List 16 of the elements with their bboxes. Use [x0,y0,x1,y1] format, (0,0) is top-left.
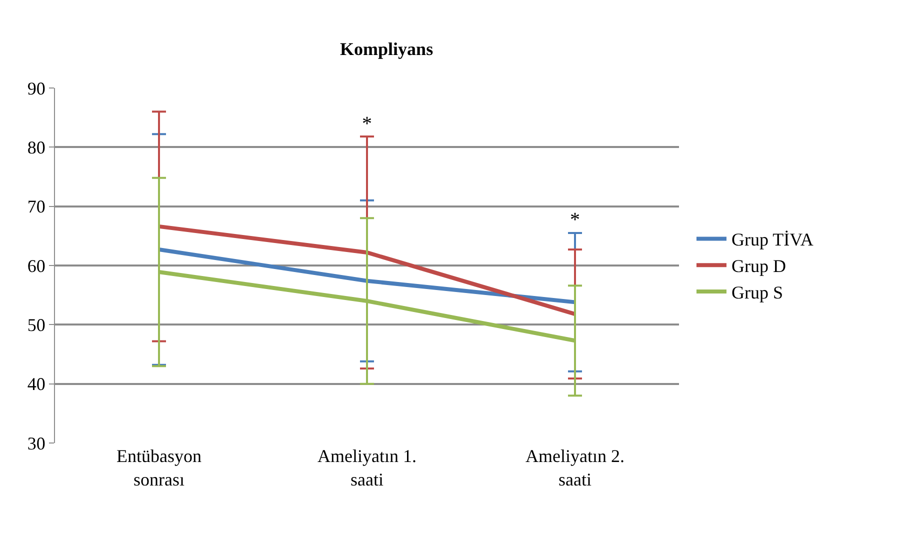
x-tick-label: Ameliyatın 2. saati [526,446,624,490]
annotation: * [362,113,372,135]
legend-label: Grup S [731,282,783,303]
x-tick-label: Ameliyatın 1. saati [318,446,416,490]
y-tick-label: 90 [27,78,46,98]
annotation: * [570,209,580,231]
y-tick-label: 60 [27,256,46,276]
legend-label: Grup D [731,256,786,276]
x-tick-label: Entübasyon sonrası [116,446,202,490]
y-tick-label: 30 [27,433,46,454]
legend-label: Grup TİVA [731,230,814,250]
y-tick-label: 40 [27,374,46,394]
y-tick-label: 70 [27,196,46,217]
chart-title: Kompliyans [340,39,434,60]
y-tick-label: 80 [27,137,46,158]
y-tick-label: 50 [27,314,46,335]
